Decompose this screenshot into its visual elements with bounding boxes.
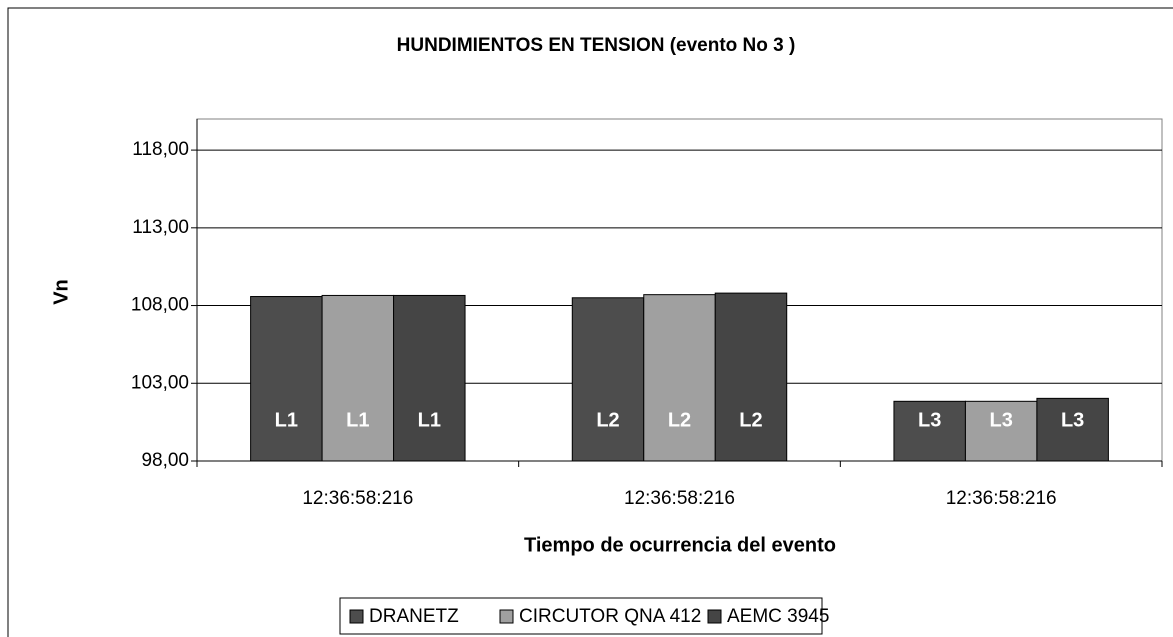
y-tick-label: 103,00: [131, 372, 189, 393]
bar-label: L3: [1061, 409, 1084, 431]
bar: [714, 292, 788, 462]
bar-label: L1: [418, 409, 441, 431]
bar-label: L2: [739, 409, 762, 431]
legend-swatch: [707, 609, 722, 624]
bar-label: L3: [918, 409, 941, 431]
bar: [893, 400, 966, 462]
legend-label: CIRCUTOR QNA 412: [519, 606, 701, 627]
bar-label: L1: [346, 409, 369, 431]
y-tick-label: 118,00: [132, 139, 189, 160]
bar-label: L1: [275, 409, 298, 431]
bar: [643, 294, 716, 462]
bar: [1036, 397, 1109, 462]
chart-title: HUNDIMIENTOS EN TENSION (evento No 3 ): [397, 35, 796, 56]
bar: [321, 294, 395, 462]
x-tick-label: 12:36:58:216: [302, 488, 413, 509]
legend-swatch: [499, 609, 514, 624]
bar: [571, 297, 645, 462]
bar-label: L2: [596, 409, 619, 431]
legend-swatch: [349, 609, 364, 624]
bar-label: L3: [989, 409, 1012, 431]
bar: [250, 296, 323, 462]
bar: [964, 400, 1038, 462]
x-tick-label: 12:36:58:216: [624, 488, 735, 509]
y-axis-label: Vn: [50, 279, 72, 305]
y-tick-label: 108,00: [131, 295, 189, 316]
y-tick-label: 98,00: [141, 450, 189, 471]
bar: [393, 294, 466, 462]
x-tick-label: 12:36:58:216: [946, 488, 1057, 509]
y-tick-label: 113,00: [132, 217, 189, 238]
legend-label: DRANETZ: [369, 606, 459, 627]
bar-label: L2: [668, 409, 691, 431]
legend-box: [339, 597, 823, 635]
legend-label: AEMC 3945: [727, 606, 829, 627]
x-axis-label: Tiempo de ocurrencia del evento: [524, 534, 836, 556]
